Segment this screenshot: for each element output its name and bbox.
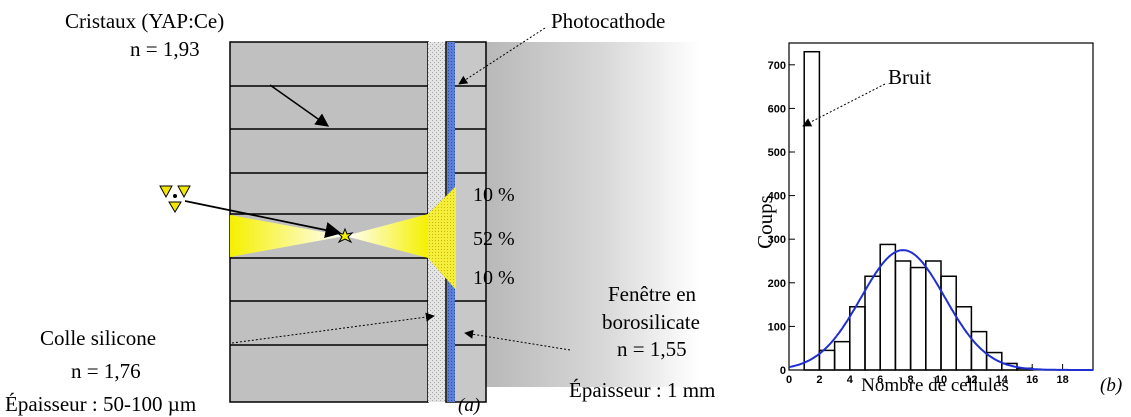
glue-label: Colle silicone <box>40 326 156 350</box>
radiation-arrow <box>184 200 342 238</box>
panel-a-label: (a) <box>458 395 480 416</box>
radiation-icon <box>159 185 191 213</box>
histogram-bar <box>970 330 988 371</box>
light-cone <box>230 186 456 290</box>
histogram-bar <box>803 50 821 371</box>
y-tick-label: 200 <box>768 278 786 290</box>
y-tick-label: 700 <box>768 60 786 72</box>
glue-pointer <box>231 312 435 344</box>
gaussian-fit-curve <box>788 249 1093 371</box>
x-tick-label: 4 <box>847 374 854 386</box>
x-axis-label: Nombre de cellules <box>861 375 1009 396</box>
y-tick-label: 400 <box>768 191 786 203</box>
crystal-pointer <box>269 84 330 127</box>
photocathode-label: Photocathode <box>551 9 665 33</box>
x-tick-label: 16 <box>1026 374 1038 386</box>
window-label-line2: borosilicate <box>602 310 700 334</box>
x-tick-label: 2 <box>816 374 822 386</box>
panel-b-label: (b) <box>1100 375 1122 396</box>
crystal-index: n = 1,93 <box>130 37 200 61</box>
percent-middle: 52 % <box>473 228 515 250</box>
x-tick-label: 14 <box>996 374 1009 386</box>
noise-annotation: Bruit <box>888 65 931 89</box>
percent-top: 10 % <box>473 184 515 206</box>
panel-a-diagram: Cristaux (YAP:Ce) n = 1,93 Photocathode … <box>5 9 715 416</box>
x-tick-label: 0 <box>786 374 792 386</box>
x-tick-label: 10 <box>935 374 947 386</box>
y-axis-ticks: 0 100 200 300 400 500 600 700 <box>768 60 795 377</box>
y-axis-label: Coups <box>753 195 777 249</box>
panel-b-chart: 0 100 200 300 400 500 600 700 0 2 4 6 8 10 12 14 16 18 B… <box>753 42 1122 396</box>
y-tick-label: 300 <box>768 234 786 246</box>
y-tick-label: 500 <box>768 147 786 159</box>
x-tick-label: 8 <box>908 374 914 386</box>
noise-pointer <box>802 83 886 127</box>
pmt-body <box>485 42 700 387</box>
x-tick-label: 18 <box>1056 374 1068 386</box>
crystal-separators <box>230 85 428 346</box>
window-ticks <box>455 85 486 346</box>
histogram-bar <box>985 351 1003 371</box>
y-tick-label: 600 <box>768 103 786 115</box>
window-index: n = 1,55 <box>617 337 687 361</box>
crystal-label: Cristaux (YAP:Ce) <box>65 9 224 33</box>
x-tick-label: 12 <box>965 374 977 386</box>
glue-thickness: Épaisseur : 50-100 µm <box>5 392 196 416</box>
window-pointer <box>464 329 571 351</box>
x-tick-label: 6 <box>877 374 883 386</box>
y-tick-label: 100 <box>768 321 786 333</box>
window-thickness: Épaisseur : 1 mm <box>569 378 715 402</box>
y-tick-label: 0 <box>780 365 786 377</box>
window-label-line1: Fenêtre en <box>608 282 697 306</box>
percent-bottom: 10 % <box>473 267 515 289</box>
glue-index: n = 1,76 <box>71 359 141 383</box>
light-cone-spread <box>428 186 456 290</box>
photocathode-pointer <box>458 27 546 85</box>
